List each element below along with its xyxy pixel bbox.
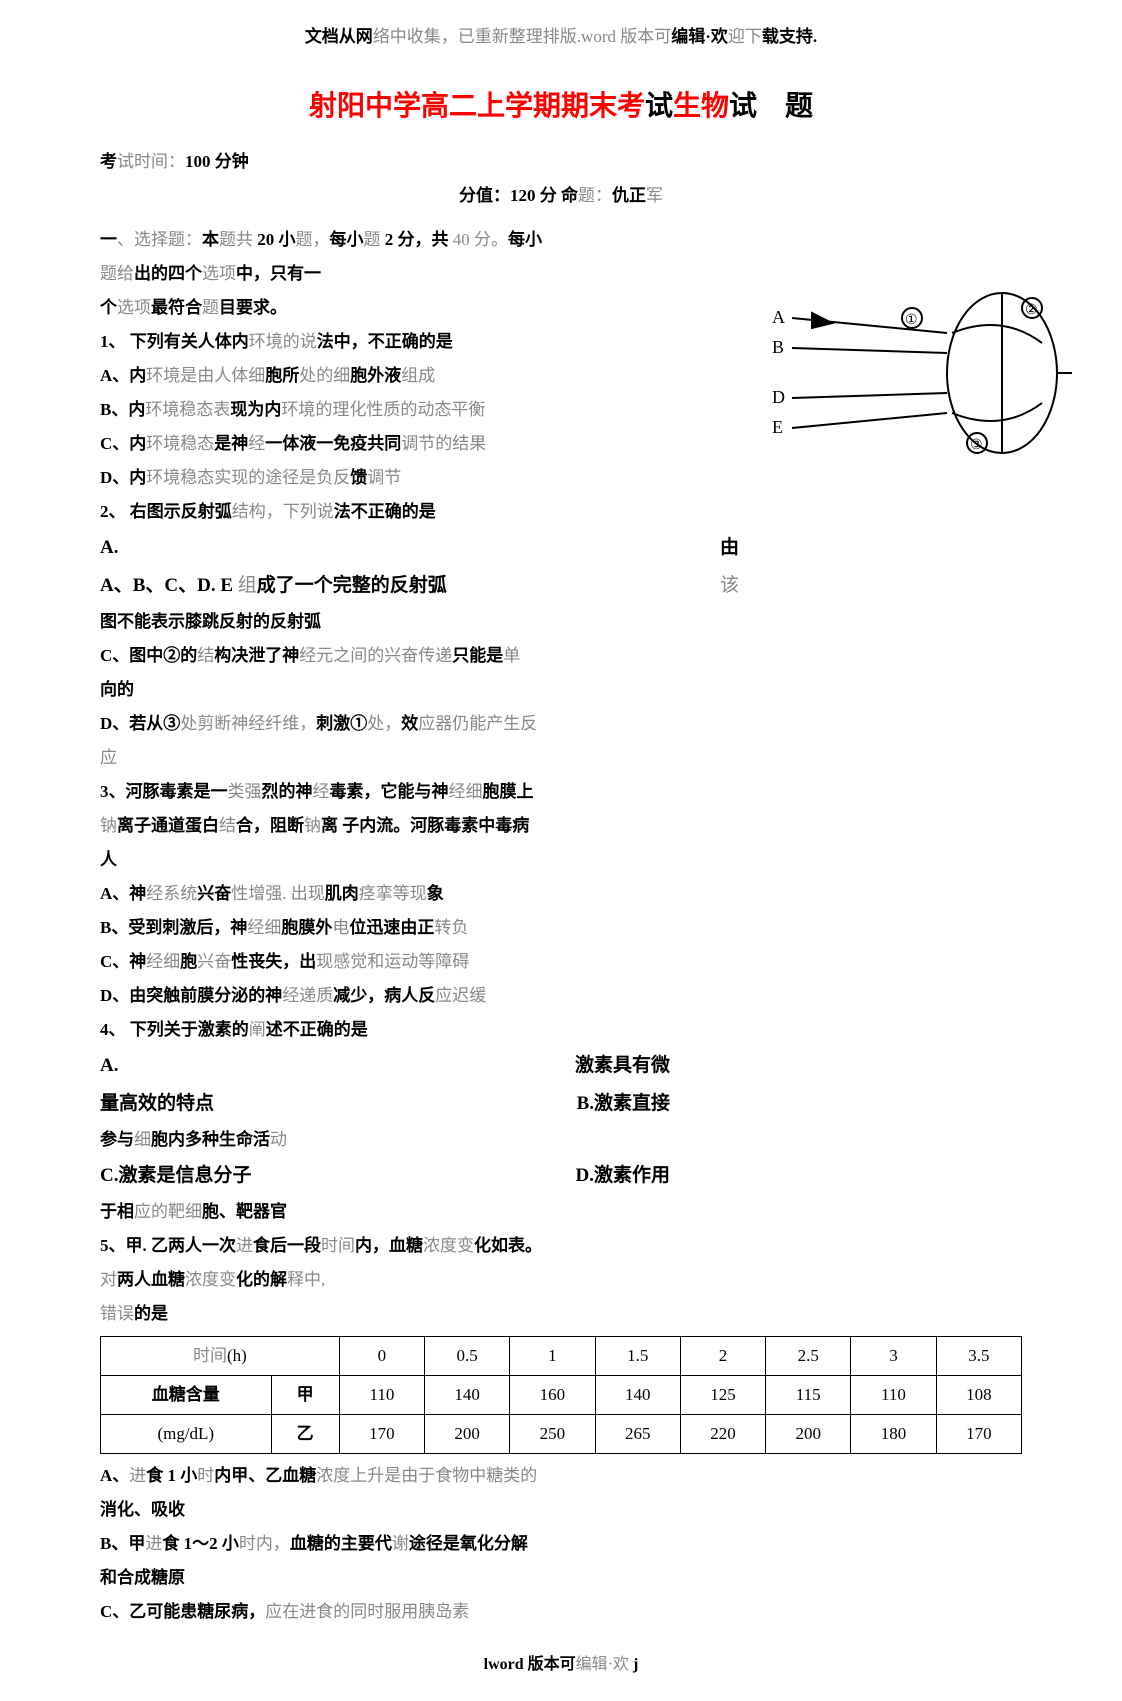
svg-text:③: ③ bbox=[970, 438, 983, 453]
exam-title: 射阳中学高二上学期期末考试生物试 题 bbox=[100, 79, 1022, 135]
q5-b1: B、甲进食 1～2 小时内，血糖的主要代谢途径是氧化分解 bbox=[100, 1527, 1022, 1561]
svg-text:E: E bbox=[772, 417, 783, 437]
title-black1: 试 bbox=[645, 91, 673, 122]
section-heading-2: 题给出的四个选项中，只有一 bbox=[100, 257, 670, 291]
q3-b: B、受到刺激后，神经细胞膜外电位迅速由正转负 bbox=[100, 911, 670, 945]
q4-row2: 量高效的特点B.激素直接 bbox=[100, 1085, 670, 1123]
q2-d2: 应 bbox=[100, 741, 670, 775]
reflex-arc-diagram: A B C D E ① ② ③ bbox=[752, 283, 1072, 473]
q1-stem: 1、 下列有关人体内环境的说法中，不正确的是 bbox=[100, 325, 670, 359]
svg-text:D: D bbox=[772, 387, 785, 407]
q2-stem: 2、 右图示反射弧结构，下列说法不正确的是 bbox=[100, 495, 670, 529]
title-red1: 射阳中学高二上学期期末考 bbox=[309, 91, 645, 122]
hn-1: 络中收集，已重新整理排版.word 版本可 bbox=[373, 27, 671, 46]
q3-stem2: 钠离子通道蛋白结合，阻断钠离 子内流。河豚毒素中毒病 bbox=[100, 809, 670, 843]
svg-text:A: A bbox=[772, 307, 785, 327]
q2-a-row2: A、B、C、D. E 组成了一个完整的反射弧 该 bbox=[100, 567, 920, 605]
score-line: 分值：120 分 命题：仇正军 bbox=[100, 179, 1022, 213]
q5-stem3: 错误的是 bbox=[100, 1297, 1022, 1331]
hn-4: 载支持. bbox=[762, 27, 817, 46]
hn-0: 文档从网 bbox=[305, 27, 373, 46]
q2-a-row1: A. 由 bbox=[100, 529, 920, 567]
q3-stem1: 3、河豚毒素是一类强烈的神经毒素，它能与神经细胞膜上 bbox=[100, 775, 670, 809]
hn-3: 迎下 bbox=[728, 27, 762, 46]
q2-c2: 向的 bbox=[100, 673, 670, 707]
q5-b2: 和合成糖原 bbox=[100, 1561, 1022, 1595]
q4-line3: 参与细胞内多种生命活动 bbox=[100, 1123, 670, 1157]
q1-b: B、内环境稳态表现为内环境的理化性质的动态平衡 bbox=[100, 393, 670, 427]
q2-d: D、若从③处剪断神经纤维，刺激①处，效应器仍能产生反 bbox=[100, 707, 670, 741]
q4-line5: 于相应的靶细胞、靶器官 bbox=[100, 1195, 670, 1229]
q5-c1: C、乙可能患糖尿病，应在进食的同时服用胰岛素 bbox=[100, 1595, 1022, 1629]
q2-c: C、图中②的结构决泄了神经元之间的兴奋传递只能是单 bbox=[100, 639, 670, 673]
q3-d: D、由突触前膜分泌的神经递质减少，病人反应迟缓 bbox=[100, 979, 670, 1013]
q3-stem3: 人 bbox=[100, 843, 670, 877]
svg-text:B: B bbox=[772, 337, 784, 357]
title-red2: 生物 bbox=[673, 91, 729, 122]
svg-text:①: ① bbox=[905, 313, 918, 328]
q4-row4: C.激素是信息分子D.激素作用 bbox=[100, 1157, 670, 1195]
title-black2: 试 题 bbox=[729, 91, 813, 122]
footer: lword 版本可编辑·欢 j bbox=[100, 1649, 1022, 1681]
q1-a: A、内环境是由人体细胞所处的细胞外液组成 bbox=[100, 359, 670, 393]
section-heading-3: 个选项最符合题目要求。 bbox=[100, 291, 670, 325]
q1-d: D、内环境稳态实现的途径是负反馈调节 bbox=[100, 461, 670, 495]
q2-a-line3: 图不能表示膝跳反射的反射弧 bbox=[100, 605, 670, 639]
table-header-row: 时间(h) 0 0.5 1 1.5 2 2.5 3 3.5 bbox=[101, 1337, 1022, 1376]
hn-2: 编辑·欢 bbox=[671, 27, 728, 46]
q1-c: C、内环境稳态是神经一体液一免疫共同调节的结果 bbox=[100, 427, 670, 461]
svg-text:②: ② bbox=[1025, 303, 1038, 318]
q4-stem: 4、 下列关于激素的阐述不正确的是 bbox=[100, 1013, 670, 1047]
section-heading-1: 一、选择题：本题共 20 小题，每小题 2 分，共 40 分。每小 bbox=[100, 223, 670, 257]
table-row-yi: (mg/dL) 乙 170 200 250 265 220 200 180 17… bbox=[101, 1415, 1022, 1454]
table-row-jia: 血糖含量 甲 110 140 160 140 125 115 110 108 bbox=[101, 1376, 1022, 1415]
q3-a: A、神经系统兴奋性增强. 出现肌肉痉挛等现象 bbox=[100, 877, 670, 911]
q5-stem2: 对两人血糖浓度变化的解释中, bbox=[100, 1263, 1022, 1297]
q5-a1: A、进食 1 小时内甲、乙血糖浓度上升是由于食物中糖类的 bbox=[100, 1459, 1022, 1493]
q3-c: C、神经细胞兴奋性丧失，出现感觉和运动等障碍 bbox=[100, 945, 670, 979]
q5-stem1: 5、甲. 乙两人一次进食后一段时间内，血糖浓度变化如表。 bbox=[100, 1229, 1022, 1263]
q5-a2: 消化、吸收 bbox=[100, 1493, 1022, 1527]
exam-time: 考试时间：100 分钟 bbox=[100, 145, 1022, 179]
blood-sugar-table: 时间(h) 0 0.5 1 1.5 2 2.5 3 3.5 血糖含量 甲 110… bbox=[100, 1336, 1022, 1454]
header-note: 文档从网络中收集，已重新整理排版.word 版本可编辑·欢迎下载支持. bbox=[100, 20, 1022, 54]
q4-row1: A.激素具有微 bbox=[100, 1047, 670, 1085]
